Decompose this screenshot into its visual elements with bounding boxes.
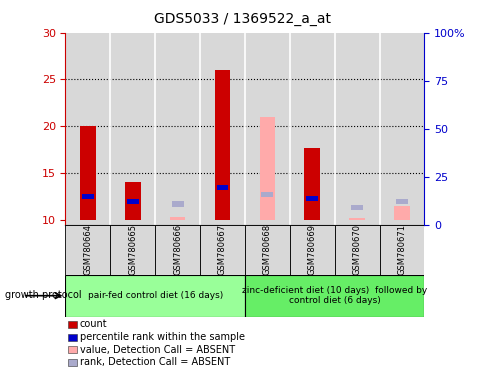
- Text: percentile rank within the sample: percentile rank within the sample: [79, 332, 244, 342]
- Text: GSM780666: GSM780666: [173, 224, 182, 275]
- Bar: [350, 205, 362, 210]
- Bar: [65, 225, 110, 275]
- Bar: [169, 217, 185, 220]
- Text: GSM780668: GSM780668: [262, 224, 272, 275]
- Text: GSM780664: GSM780664: [83, 224, 92, 275]
- Bar: [259, 117, 274, 220]
- Text: zinc-deficient diet (10 days)  followed by
control diet (6 days): zinc-deficient diet (10 days) followed b…: [242, 286, 426, 305]
- Bar: [244, 225, 289, 275]
- Bar: [216, 185, 228, 190]
- Text: GSM780669: GSM780669: [307, 224, 316, 275]
- Bar: [125, 182, 140, 220]
- Text: pair-fed control diet (16 days): pair-fed control diet (16 days): [88, 291, 222, 300]
- Bar: [80, 126, 95, 220]
- Text: value, Detection Call = ABSENT: value, Detection Call = ABSENT: [79, 345, 234, 355]
- Text: growth protocol: growth protocol: [5, 290, 81, 300]
- Bar: [395, 199, 407, 204]
- Bar: [378, 225, 424, 275]
- Bar: [334, 225, 378, 275]
- Bar: [306, 196, 318, 201]
- Text: count: count: [79, 319, 107, 329]
- Bar: [304, 148, 319, 220]
- Text: rank, Detection Call = ABSENT: rank, Detection Call = ABSENT: [79, 358, 229, 367]
- Bar: [65, 275, 244, 317]
- Bar: [171, 202, 183, 207]
- Bar: [261, 192, 272, 197]
- Bar: [214, 70, 230, 220]
- Bar: [110, 225, 155, 275]
- Bar: [155, 225, 200, 275]
- Text: GSM780671: GSM780671: [396, 224, 406, 275]
- Bar: [393, 206, 409, 220]
- Text: GSM780670: GSM780670: [352, 224, 361, 275]
- Bar: [348, 218, 364, 220]
- Bar: [244, 275, 424, 317]
- Text: GSM780667: GSM780667: [217, 224, 227, 275]
- Bar: [200, 225, 244, 275]
- Bar: [127, 199, 138, 204]
- Bar: [82, 194, 93, 199]
- Bar: [289, 225, 334, 275]
- Text: GSM780665: GSM780665: [128, 224, 137, 275]
- Text: GDS5033 / 1369522_a_at: GDS5033 / 1369522_a_at: [154, 12, 330, 26]
